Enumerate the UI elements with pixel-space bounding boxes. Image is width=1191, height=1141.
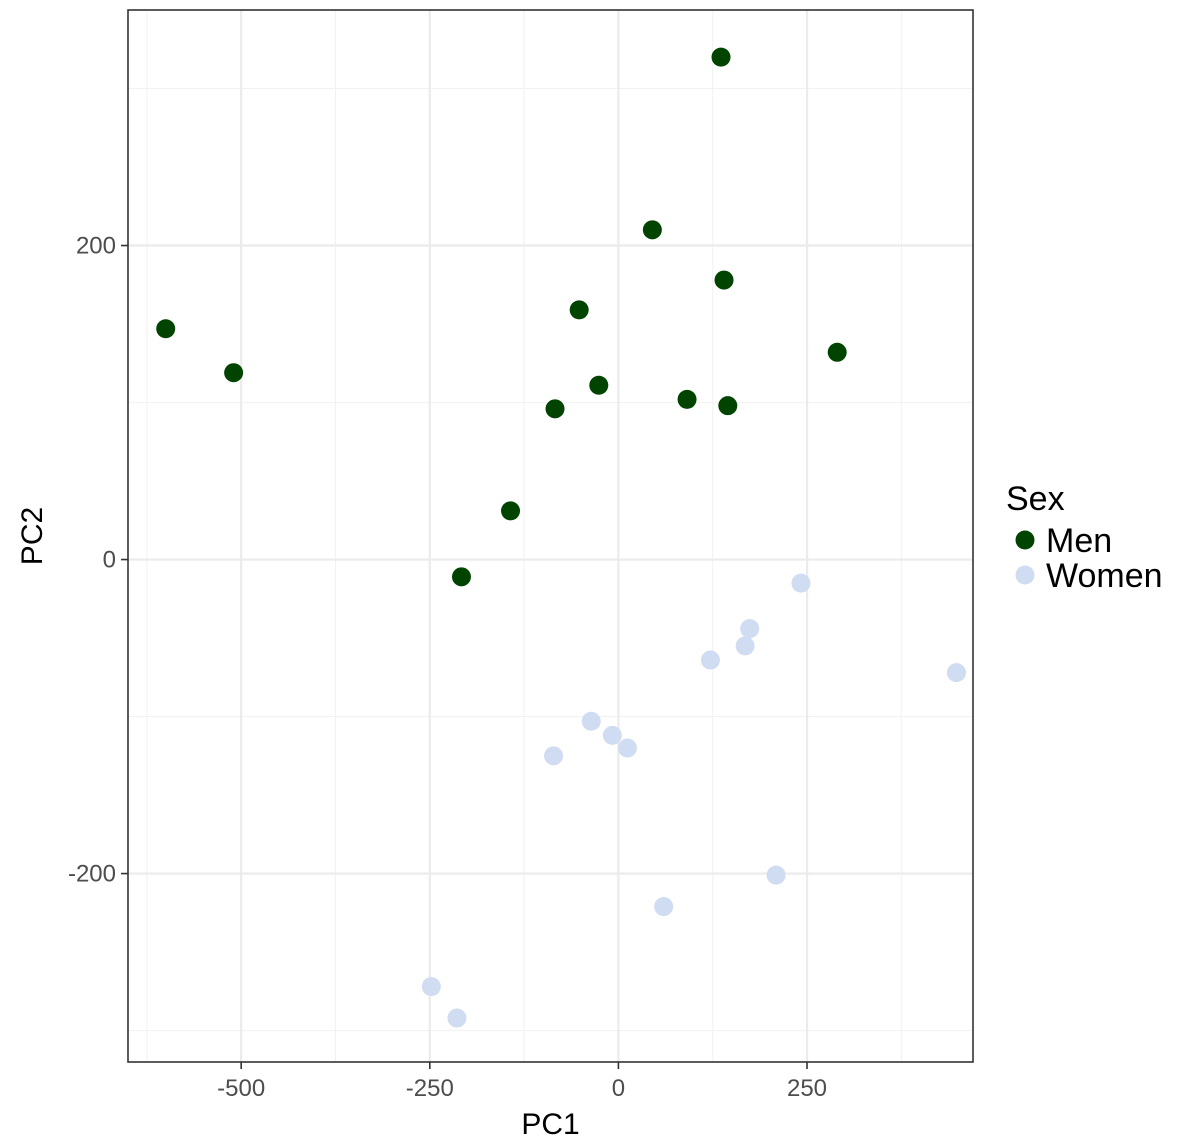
point-men (714, 270, 734, 290)
point-men (451, 567, 471, 587)
x-axis-ticks: -500 -250 0 250 (217, 1062, 827, 1102)
point-women (791, 573, 811, 593)
legend-label-men: Men (1046, 522, 1112, 560)
point-men (545, 399, 565, 419)
point-women (602, 725, 622, 745)
point-men (589, 375, 609, 395)
point-women (581, 711, 601, 731)
point-women (766, 865, 786, 885)
y-axis-title: PC2 (16, 507, 49, 565)
point-women (447, 1008, 467, 1028)
point-men (642, 220, 662, 240)
point-men (501, 501, 521, 521)
x-tick-label: -250 (406, 1075, 454, 1102)
point-women (654, 897, 674, 917)
y-tick-label: -200 (68, 861, 116, 888)
legend-key-men (1015, 530, 1035, 550)
point-women (700, 650, 720, 670)
major-gridlines (128, 10, 973, 1062)
y-tick-label: 200 (76, 233, 116, 260)
point-women (740, 619, 760, 639)
point-men (156, 319, 176, 339)
legend-title: Sex (1006, 480, 1065, 518)
point-men (718, 396, 738, 416)
point-men (224, 363, 244, 383)
plot-panel-border (127, 9, 974, 1063)
data-points (156, 47, 966, 1028)
point-men (677, 389, 697, 409)
x-axis-title: PC1 (521, 1108, 579, 1141)
legend-key-women (1015, 565, 1035, 585)
point-women (544, 746, 564, 766)
point-men (569, 300, 589, 320)
point-women (735, 636, 755, 656)
y-axis-ticks: -200 0 200 (68, 233, 128, 888)
point-women (946, 663, 966, 683)
x-tick-label: 250 (787, 1075, 827, 1102)
x-tick-label: 0 (612, 1075, 625, 1102)
x-tick-label: -500 (217, 1075, 265, 1102)
point-men (827, 342, 847, 362)
minor-gridlines (128, 10, 973, 1062)
point-women (617, 738, 637, 758)
y-tick-label: 0 (103, 547, 116, 574)
point-men (711, 47, 731, 67)
point-women (421, 977, 441, 997)
legend-label-women: Women (1046, 557, 1163, 595)
